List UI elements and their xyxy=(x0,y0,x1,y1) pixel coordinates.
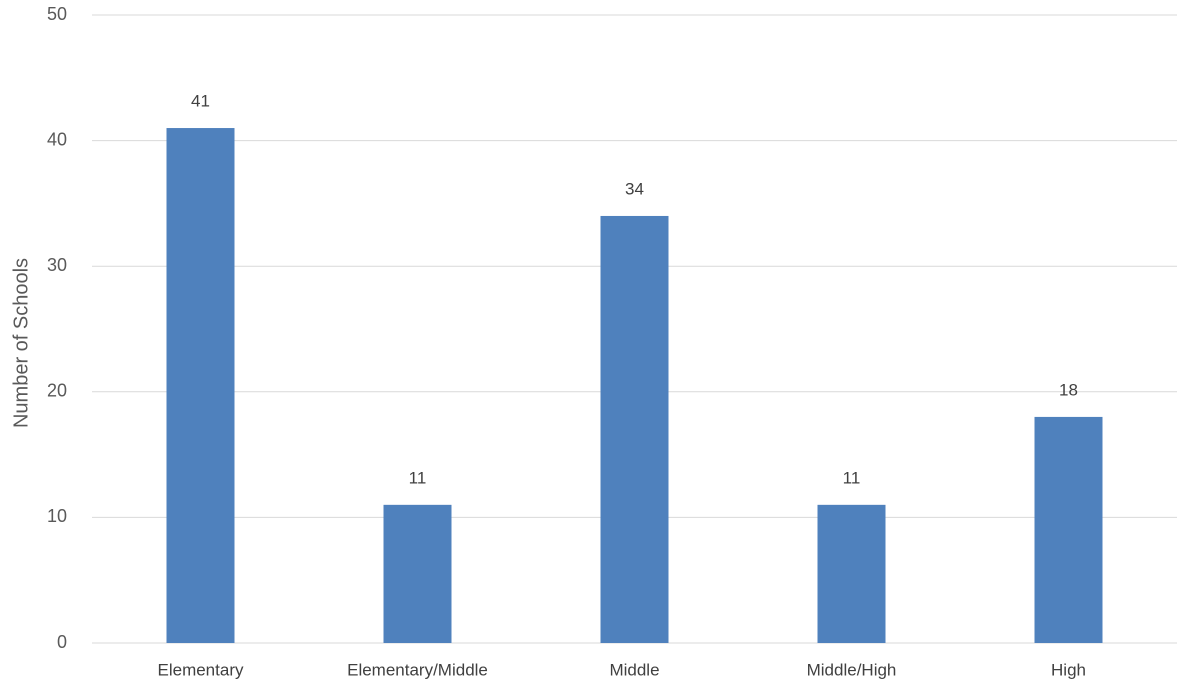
y-tick-label: 0 xyxy=(57,632,67,652)
data-labels: 41 11 34 11 18 xyxy=(191,92,1078,488)
bar-value-label: 41 xyxy=(191,92,210,111)
x-category-label: Elementary/Middle xyxy=(347,660,488,679)
bar xyxy=(1034,416,1103,643)
x-category-label: Middle xyxy=(609,660,659,679)
y-tick-label: 40 xyxy=(47,129,67,149)
bars xyxy=(166,128,1103,644)
y-axis-ticks: 0 10 20 30 40 50 xyxy=(47,4,67,652)
y-tick-label: 30 xyxy=(47,255,67,275)
x-axis-categories: Elementary Elementary/Middle Middle Middle/… xyxy=(158,660,1086,679)
y-tick-label: 10 xyxy=(47,506,67,526)
bar-value-label: 18 xyxy=(1059,380,1078,399)
bar-value-label: 11 xyxy=(409,468,427,487)
bar-value-label: 34 xyxy=(625,179,644,198)
y-tick-label: 50 xyxy=(47,4,67,24)
x-category-label: Elementary xyxy=(158,660,244,679)
x-category-label: High xyxy=(1051,660,1086,679)
x-category-label: Middle/High xyxy=(807,660,897,679)
bar xyxy=(817,504,886,643)
bar xyxy=(600,215,669,643)
bar-value-label: 11 xyxy=(843,468,861,487)
bar xyxy=(383,504,452,643)
y-axis-title: Number of Schools xyxy=(10,258,32,428)
y-tick-label: 20 xyxy=(47,381,67,401)
bar xyxy=(166,128,235,644)
